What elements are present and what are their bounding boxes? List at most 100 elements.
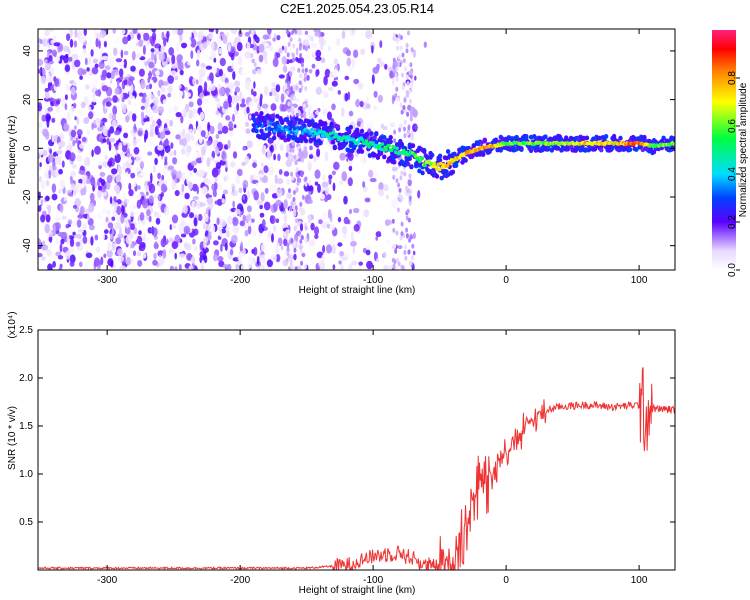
spectrogram-noise-cell xyxy=(286,72,290,82)
spectrogram-noise-cell xyxy=(228,121,234,129)
spectrogram-noise-cell xyxy=(44,59,48,64)
spectrogram-ridge-cell xyxy=(603,134,609,139)
spectrogram-noise-cell xyxy=(295,187,299,193)
spectrogram-noise-cell xyxy=(349,208,352,215)
spectrogram-noise-cell xyxy=(316,148,321,158)
spectrogram-noise-cell xyxy=(168,47,175,56)
spectrogram-noise-cell xyxy=(240,265,244,270)
spectrogram-noise-cell xyxy=(44,91,50,100)
spectrogram-noise-cell xyxy=(109,137,116,143)
spectrogram-noise-cell xyxy=(272,57,279,68)
spectrogram-noise-cell xyxy=(248,101,254,108)
spectrogram-noise-cell xyxy=(351,58,355,68)
spectrogram-noise-cell xyxy=(204,213,209,223)
spectrogram-noise-cell xyxy=(85,236,92,245)
spectrogram-noise-cell xyxy=(125,235,132,245)
snr-y-label: SNR (10 * v/v) xyxy=(7,406,18,470)
spectrogram-noise-cell xyxy=(160,85,166,95)
spectrogram-noise-cell xyxy=(247,220,252,227)
spectrogram-noise-cell xyxy=(217,255,224,262)
spectrogram-noise-cell xyxy=(59,55,65,60)
spectrogram-noise-cell xyxy=(88,111,94,120)
spectrogram-noise-cell xyxy=(304,46,308,52)
spectrogram-noise-cell xyxy=(274,93,280,103)
spectrogram-noise-cell xyxy=(91,149,94,158)
spectrogram-noise-cell xyxy=(383,265,389,270)
spectrogram-noise-cell xyxy=(161,31,165,41)
spectrogram-noise-cell xyxy=(398,187,402,193)
spectrogram-noise-cell xyxy=(122,162,127,171)
colorbar-tick-label: 0.6 xyxy=(727,119,738,133)
spectrogram-noise-cell xyxy=(162,99,167,107)
spectrogram-noise-cell xyxy=(238,252,244,262)
spectrogram-noise-cell xyxy=(192,183,199,192)
spectrogram-noise-cell xyxy=(332,182,336,192)
spectrogram-noise-cell xyxy=(327,111,332,121)
spectrogram-noise-cell xyxy=(272,37,276,42)
spectrogram-noise-cell xyxy=(140,169,147,177)
spectrogram-noise-cell xyxy=(202,247,209,254)
spectrogram-noise-cell xyxy=(265,192,270,200)
spectrogram-noise-cell xyxy=(124,225,131,235)
spectrogram-noise-cell xyxy=(208,209,211,218)
spectrogram-ridge-cell xyxy=(388,155,393,161)
spectrogram-noise-cell xyxy=(177,258,183,265)
spectrogram-noise-cell xyxy=(412,49,417,58)
spectrogram-noise-cell xyxy=(42,128,49,137)
spectrogram-noise-cell xyxy=(190,160,197,166)
spectrogram-noise-cell xyxy=(401,265,405,270)
spectrogram-noise-cell xyxy=(51,49,57,57)
spectrogram-noise-cell xyxy=(405,90,409,96)
spectrogram-noise-cell xyxy=(289,206,293,212)
spectrogram-noise-cell xyxy=(171,224,176,230)
spectrogram-noise-cell xyxy=(413,232,416,240)
spectrogram-noise-cell xyxy=(38,122,43,128)
spectrogram-noise-cell xyxy=(301,252,306,258)
spectrogram-noise-cell xyxy=(45,195,50,202)
spectrogram-ridge-cell xyxy=(369,131,374,137)
spectrogram-noise-cell xyxy=(216,198,223,206)
spectrogram-noise-cell xyxy=(380,123,385,129)
colorbar-tick-label: 0.4 xyxy=(727,167,738,181)
spectrogram-noise-cell xyxy=(259,212,265,218)
spectrogram-ridge-cell xyxy=(378,143,382,148)
snr-series-line xyxy=(38,367,675,570)
spectrogram-noise-cell xyxy=(260,254,266,263)
spectrogram-ridge-cell xyxy=(393,150,398,154)
spectrogram-ridge-cell xyxy=(661,135,666,141)
spectrogram-noise-cell xyxy=(110,261,114,268)
spectrogram-noise-cell xyxy=(82,177,87,186)
spectrogram-noise-cell xyxy=(147,227,153,234)
spectrogram-noise-cell xyxy=(290,238,294,243)
spectrogram-noise-cell xyxy=(209,104,213,110)
spectrogram-noise-cell xyxy=(345,49,352,57)
spectrogram-noise-cell xyxy=(262,219,266,229)
spectrogram-noise-cell xyxy=(242,214,246,223)
spectrogram-ridge-cell xyxy=(434,173,440,179)
spectrogram-ridge-cell xyxy=(295,129,300,133)
figure-title: C2E1.2025.054.23.05.R14 xyxy=(280,1,434,16)
spectrogram-noise-cell xyxy=(83,48,87,54)
spectrogram-noise-cell xyxy=(391,218,395,224)
spectrogram-ridge-cell xyxy=(420,156,425,161)
spectrogram-noise-cell xyxy=(283,238,288,247)
spectrogram-noise-cell xyxy=(276,178,284,185)
spectrogram-noise-cell xyxy=(77,107,82,117)
spectrogram-noise-cell xyxy=(172,157,178,165)
spectrogram-noise-cell xyxy=(286,242,290,248)
spectrogram-noise-cell xyxy=(111,113,117,120)
spectrogram-noise-cell xyxy=(113,149,117,155)
spectrogram-noise-cell xyxy=(116,79,120,87)
spectrogram-noise-cell xyxy=(308,109,311,117)
spectrogram-noise-cell xyxy=(396,257,400,263)
spectrogram-noise-cell xyxy=(232,224,240,234)
spectrogram-noise-cell xyxy=(126,220,129,229)
spectrogram-ridge-cell xyxy=(409,164,414,170)
spectrogram-noise-cell xyxy=(365,30,372,39)
spectrogram-ridge-cell xyxy=(347,128,352,134)
spectrogram-noise-cell xyxy=(56,104,60,113)
spectrogram-noise-cell xyxy=(304,146,308,152)
spectrogram-noise-cell xyxy=(408,189,412,195)
spectrogram-noise-cell xyxy=(292,43,296,49)
spectrogram-noise-cell xyxy=(232,217,239,227)
